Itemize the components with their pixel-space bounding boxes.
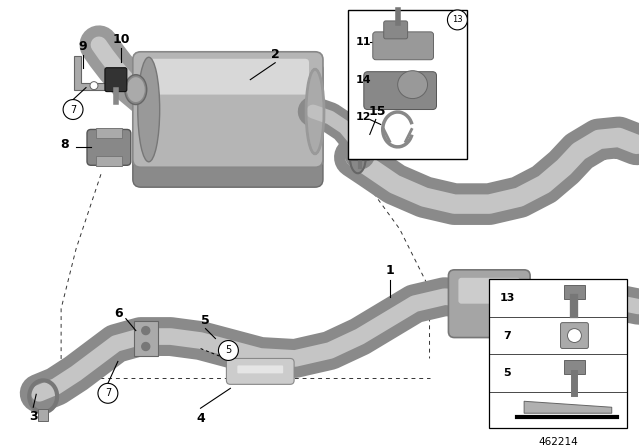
Text: 8: 8 xyxy=(60,138,68,151)
Text: 5: 5 xyxy=(201,314,210,327)
Circle shape xyxy=(218,340,238,361)
FancyBboxPatch shape xyxy=(561,323,588,349)
FancyBboxPatch shape xyxy=(147,59,309,95)
FancyBboxPatch shape xyxy=(563,285,586,299)
Text: 14: 14 xyxy=(356,75,372,85)
Text: 13: 13 xyxy=(499,293,515,303)
Circle shape xyxy=(98,383,118,403)
FancyBboxPatch shape xyxy=(133,52,323,167)
Text: 7: 7 xyxy=(503,331,511,340)
Ellipse shape xyxy=(350,142,366,173)
FancyBboxPatch shape xyxy=(372,32,433,60)
FancyBboxPatch shape xyxy=(384,21,408,39)
Circle shape xyxy=(142,327,150,335)
Polygon shape xyxy=(524,401,612,413)
FancyBboxPatch shape xyxy=(105,68,127,91)
Text: 5: 5 xyxy=(504,368,511,379)
FancyBboxPatch shape xyxy=(449,270,530,337)
Text: 15: 15 xyxy=(369,105,387,118)
Ellipse shape xyxy=(127,77,145,102)
Text: 7: 7 xyxy=(70,104,76,115)
Text: 10: 10 xyxy=(112,33,130,46)
FancyBboxPatch shape xyxy=(237,366,283,373)
FancyBboxPatch shape xyxy=(96,129,122,138)
FancyBboxPatch shape xyxy=(563,361,586,375)
FancyBboxPatch shape xyxy=(134,321,157,357)
Circle shape xyxy=(142,343,150,350)
FancyBboxPatch shape xyxy=(348,10,467,159)
Circle shape xyxy=(63,99,83,120)
Text: 3: 3 xyxy=(29,410,38,423)
Text: 1: 1 xyxy=(385,264,394,277)
Ellipse shape xyxy=(138,57,160,162)
Circle shape xyxy=(568,328,581,343)
Circle shape xyxy=(447,10,467,30)
FancyBboxPatch shape xyxy=(364,72,436,109)
Polygon shape xyxy=(74,56,107,90)
Text: 4: 4 xyxy=(196,412,205,425)
FancyBboxPatch shape xyxy=(489,279,627,428)
Ellipse shape xyxy=(125,75,147,104)
Text: 12: 12 xyxy=(356,112,372,122)
Circle shape xyxy=(90,82,98,90)
Text: 2: 2 xyxy=(271,48,280,61)
Ellipse shape xyxy=(397,71,428,99)
Text: 462214: 462214 xyxy=(538,437,578,447)
Text: 7: 7 xyxy=(105,388,111,398)
FancyBboxPatch shape xyxy=(133,62,323,187)
Text: 6: 6 xyxy=(115,307,123,320)
FancyBboxPatch shape xyxy=(96,156,122,166)
FancyBboxPatch shape xyxy=(349,118,371,160)
FancyBboxPatch shape xyxy=(458,278,520,304)
FancyBboxPatch shape xyxy=(38,409,48,421)
Text: 13: 13 xyxy=(452,15,463,24)
Text: 11: 11 xyxy=(356,37,372,47)
FancyBboxPatch shape xyxy=(227,358,294,384)
Text: 9: 9 xyxy=(79,40,87,53)
Ellipse shape xyxy=(306,69,324,154)
Text: 5: 5 xyxy=(225,345,232,356)
FancyBboxPatch shape xyxy=(87,129,131,165)
